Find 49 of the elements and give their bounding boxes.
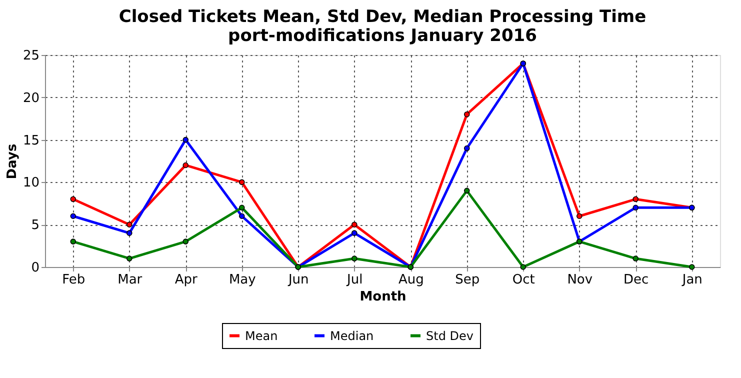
point	[70, 238, 76, 244]
x-tick-label: Oct	[512, 272, 535, 288]
point	[182, 238, 189, 244]
x-tick-label: Mar	[118, 272, 143, 288]
point	[238, 179, 245, 186]
point	[126, 230, 132, 236]
legend-label: Std Dev	[426, 328, 474, 343]
point	[464, 188, 470, 194]
y-tick-label: 5	[31, 218, 40, 234]
y-tick-label: 10	[22, 176, 40, 191]
x-tick-label: May	[228, 272, 256, 288]
x-tick-label: Dec	[624, 272, 649, 288]
x-tick-label: Nov	[567, 272, 593, 288]
point	[238, 213, 245, 220]
point	[126, 256, 132, 262]
x-tick-label: Jul	[346, 272, 363, 288]
point	[182, 162, 189, 168]
point	[576, 213, 582, 220]
point	[351, 230, 358, 236]
x-tick-label: Jun	[287, 272, 309, 288]
y-axis-title: Days	[4, 144, 20, 180]
x-tick-label: Sep	[455, 272, 480, 288]
point	[351, 222, 358, 228]
point	[688, 264, 695, 270]
chart-subtitle: port-modifications January 2016	[228, 26, 537, 46]
point	[520, 264, 526, 270]
legend-label: Mean	[245, 328, 278, 343]
y-tick-label: 0	[31, 260, 40, 276]
chart-title: Closed Tickets Mean, Std Dev, Median Processing Time	[118, 7, 646, 27]
x-tick-label: Feb	[62, 272, 86, 288]
y-tick-label: 15	[22, 133, 40, 148]
x-tick-label: Apr	[174, 272, 198, 288]
y-tick-label: 20	[22, 90, 40, 106]
x-tick-label: Aug	[398, 272, 424, 288]
point	[182, 136, 189, 143]
point	[632, 196, 639, 202]
point	[351, 256, 358, 262]
legend-label: Median	[330, 328, 374, 343]
point	[464, 111, 470, 118]
y-tick-label: 25	[22, 48, 40, 64]
point	[70, 213, 76, 220]
point	[464, 145, 470, 152]
point	[70, 196, 76, 202]
x-axis-title: Month	[360, 290, 406, 304]
point	[632, 204, 639, 211]
point	[238, 204, 245, 211]
point	[632, 256, 639, 262]
x-tick-label: Jan	[681, 272, 702, 288]
point	[126, 222, 132, 228]
